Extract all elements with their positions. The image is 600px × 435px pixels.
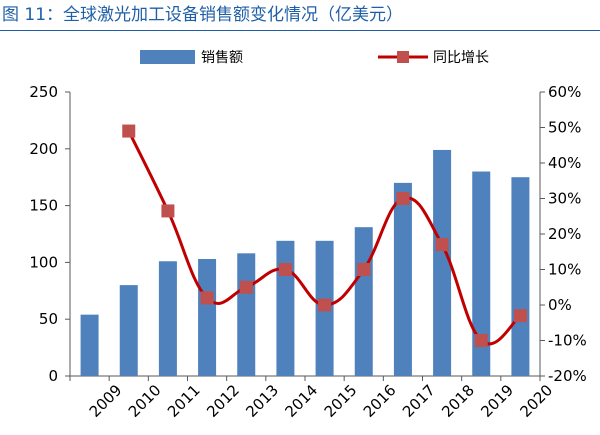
bar-2009 — [80, 314, 99, 376]
growth-marker-2020 — [513, 309, 527, 323]
legend-swatch-growth-marker — [397, 51, 409, 63]
x-tick-label: 2013 — [242, 381, 282, 421]
growth-marker-2011 — [161, 204, 175, 218]
x-tick-label: 2012 — [203, 381, 243, 421]
bar-series — [80, 149, 530, 376]
y-left-tick-label: 150 — [29, 197, 58, 215]
x-tick-label: 2015 — [321, 381, 361, 421]
x-tick-label: 2010 — [125, 381, 165, 421]
bar-2014 — [276, 240, 295, 376]
growth-marker-2017 — [396, 192, 410, 205]
y-right-tick-label: 60% — [548, 83, 581, 101]
growth-line-series — [122, 124, 527, 347]
y-left-tick-label: 100 — [29, 253, 58, 271]
bar-2013 — [237, 253, 256, 376]
x-tick-label: 2014 — [282, 381, 322, 421]
legend-swatch-sales — [140, 50, 195, 64]
x-tick-label: 2009 — [86, 381, 126, 421]
x-tick-label: 2016 — [360, 381, 400, 421]
y-right-tick-label: -20% — [548, 367, 587, 385]
axes: 0 50 100 150 200 250 -20% -10% 0% 10% 20% 30% 40% 50%… — [29, 83, 586, 421]
x-tick-label: 2019 — [477, 381, 517, 421]
growth-marker-2012 — [200, 291, 214, 305]
growth-marker-2019 — [474, 334, 488, 347]
x-tick-label: 2020 — [517, 381, 557, 421]
x-tick-label: 2017 — [399, 381, 439, 421]
growth-marker-2016 — [357, 263, 371, 276]
y-left-tick-label: 200 — [29, 140, 58, 158]
bar-2018 — [433, 149, 452, 376]
bar-2011 — [158, 261, 177, 376]
y-left-tick-label: 0 — [48, 367, 58, 385]
growth-marker-2010 — [122, 124, 136, 138]
legend: 销售额 同比增长 — [140, 50, 489, 66]
title-underline — [0, 30, 600, 31]
y-right-tick-label: -10% — [548, 332, 587, 350]
legend-label-growth: 同比增长 — [433, 50, 489, 66]
y-right-tick-label: 40% — [548, 154, 581, 172]
legend-label-sales: 销售额 — [201, 50, 243, 66]
y-right-tick-label: 10% — [548, 261, 581, 279]
y-left-tick-label: 50 — [39, 310, 58, 328]
bar-2016 — [354, 227, 373, 376]
growth-marker-2018 — [435, 238, 449, 252]
bar-2017 — [393, 182, 412, 376]
bar-2019 — [472, 171, 491, 376]
y-right-tick-label: 30% — [548, 190, 581, 208]
growth-marker-2013 — [239, 280, 253, 294]
y-right-tick-label: 20% — [548, 225, 581, 243]
growth-marker-2014 — [278, 263, 292, 276]
y-right-tick-label: 50% — [548, 119, 581, 137]
x-tick-label: 2011 — [164, 381, 204, 421]
bar-2012 — [198, 258, 217, 376]
x-tick-label: 2018 — [438, 381, 478, 421]
growth-marker-2015 — [318, 298, 332, 312]
y-right-tick-label: 0% — [548, 296, 572, 314]
y-left-tick-label: 250 — [29, 83, 58, 101]
bar-2010 — [119, 285, 138, 376]
bar-2020 — [511, 177, 530, 376]
chart-title: 图 11：全球激光加工设备销售额变化情况（亿美元） — [2, 5, 404, 25]
